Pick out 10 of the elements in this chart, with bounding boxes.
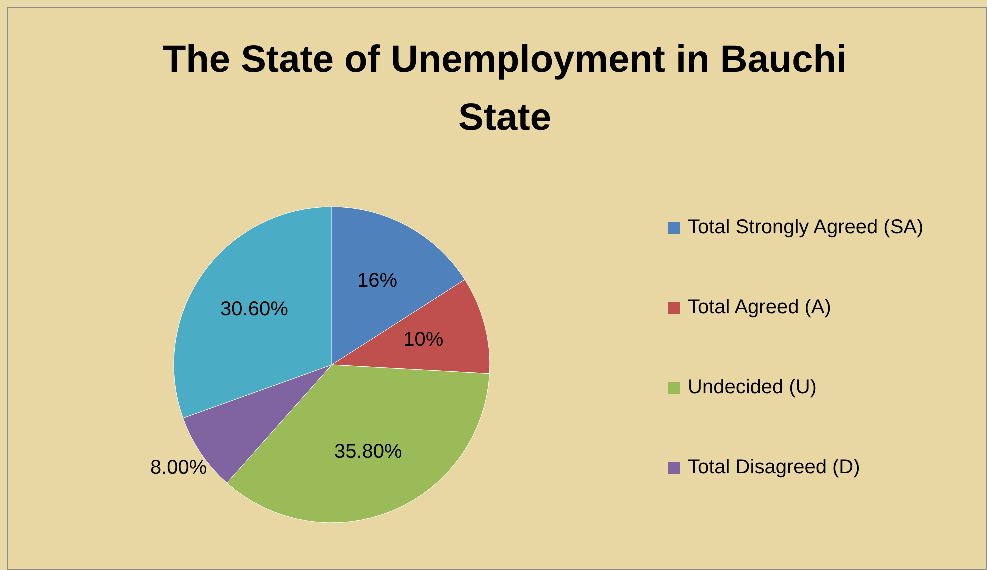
- data-label: 8.00%: [150, 456, 208, 479]
- data-label: 10%: [404, 329, 444, 352]
- legend-label: Total Disagreed (D): [688, 456, 860, 478]
- data-label: 35.80%: [334, 440, 403, 463]
- chart-title: The State of Unemployment in Bauchi State: [162, 39, 848, 139]
- data-label: 30.60%: [220, 298, 289, 321]
- legend-label: Total Strongly Agreed (SA): [688, 216, 924, 238]
- legend-label: Total Agreed (A): [688, 296, 832, 318]
- data-label: 16%: [357, 270, 398, 292]
- legend-label: Undecided (U): [688, 376, 817, 398]
